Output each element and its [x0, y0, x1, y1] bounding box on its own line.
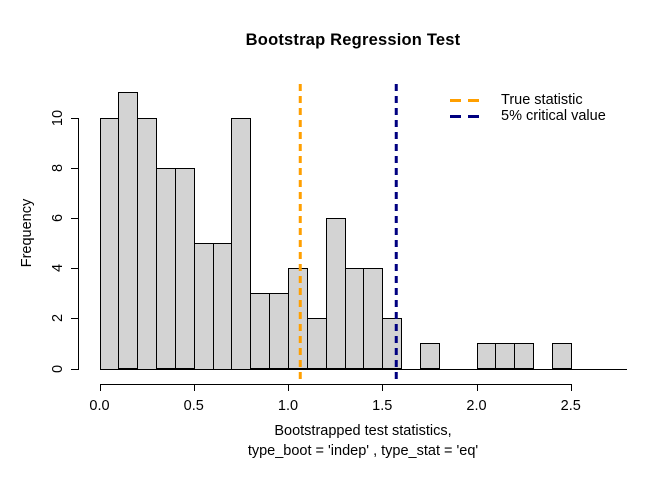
histogram-bar: [212, 243, 233, 370]
legend-row-critical-value: 5% critical value: [450, 107, 606, 125]
histogram-bar: [288, 268, 308, 370]
x-tick-label: 1.0: [277, 398, 299, 414]
legend-row-true-statistic: True statistic: [450, 92, 606, 109]
reference-line-critical-value: [395, 83, 398, 384]
x-axis-tick: [99, 383, 101, 391]
x-axis-tick: [382, 383, 384, 391]
histogram-bar: [269, 293, 289, 370]
dashed-line-sample-critical-value-icon: [450, 114, 483, 118]
histogram-baseline: [99, 368, 628, 370]
reference-line-true-statistic: [299, 83, 302, 384]
histogram-bar: [137, 117, 158, 370]
histogram-bar: [495, 343, 516, 370]
x-tick-label: 2.5: [560, 398, 581, 414]
histogram-bar: [551, 343, 572, 370]
x-axis-tick: [193, 383, 195, 391]
histogram-bar: [306, 318, 327, 370]
legend-label-true-statistic: True statistic: [501, 92, 583, 108]
y-axis-tick: [70, 117, 78, 119]
y-tick-label: 10: [50, 109, 66, 126]
x-tick-label: 0.5: [183, 398, 204, 414]
histogram-bar: [156, 167, 176, 370]
y-axis-tick: [70, 368, 78, 370]
y-tick-label: 2: [50, 314, 66, 323]
legend: True statistic 5% critical value: [450, 92, 606, 125]
histogram-bar: [174, 167, 195, 370]
x-axis-line: [99, 383, 571, 385]
legend-label-critical-value: 5% critical value: [501, 107, 606, 124]
y-tick-label: 0: [50, 364, 66, 373]
y-axis-tick: [70, 167, 78, 169]
histogram-bar: [344, 268, 365, 370]
histogram-bar: [231, 117, 252, 370]
histogram-bar: [363, 268, 384, 370]
dashed-line-sample-true-statistic-icon: [450, 99, 483, 103]
y-axis-line: [77, 117, 79, 370]
x-tick-label: 0.0: [89, 398, 110, 414]
histogram-bar: [382, 318, 403, 370]
y-tick-label: 4: [50, 264, 66, 273]
x-axis-title-line2: type_boot = 'indep' , type_stat = 'eq': [247, 443, 479, 459]
y-tick-label: 6: [50, 213, 66, 222]
y-axis-tick: [70, 217, 78, 219]
histogram-bar: [118, 92, 139, 370]
histogram-bar: [99, 117, 120, 370]
histogram-bar: [514, 343, 535, 370]
y-tick-label: 8: [50, 163, 66, 172]
histogram-bar: [325, 217, 346, 370]
x-axis-tick: [476, 383, 478, 391]
chart-title: Bootstrap Regression Test: [245, 31, 461, 49]
y-axis-title: Frequency: [19, 198, 35, 268]
y-axis-tick: [70, 318, 78, 320]
histogram-bar: [419, 343, 440, 370]
histogram-bar: [193, 243, 214, 370]
y-axis-tick: [70, 268, 78, 270]
x-tick-label: 2.0: [466, 398, 487, 414]
x-axis-title-line1: Bootstrapped test statistics,: [274, 423, 452, 439]
x-tick-label: 1.5: [372, 398, 393, 414]
x-axis-tick: [288, 383, 289, 391]
histogram-bar: [476, 343, 497, 370]
x-axis-tick: [570, 383, 572, 391]
histogram-bar: [250, 293, 271, 370]
